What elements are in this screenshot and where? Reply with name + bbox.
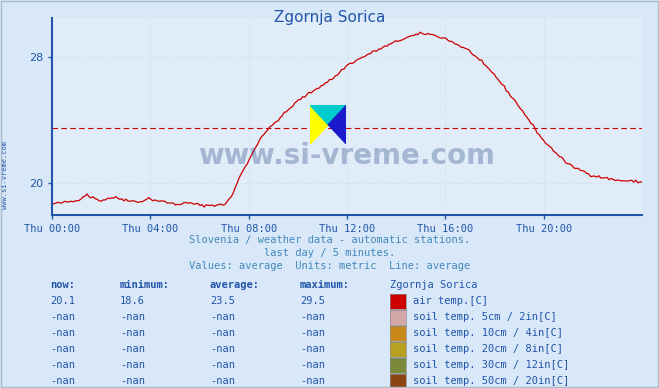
Text: www.si-vreme.com: www.si-vreme.com (2, 140, 9, 209)
Text: soil temp. 10cm / 4in[C]: soil temp. 10cm / 4in[C] (413, 328, 563, 338)
Text: -nan: -nan (120, 312, 145, 322)
Text: -nan: -nan (210, 312, 235, 322)
Text: minimum:: minimum: (120, 280, 170, 290)
Text: -nan: -nan (300, 344, 325, 354)
Text: 29.5: 29.5 (300, 296, 325, 306)
Text: soil temp. 30cm / 12in[C]: soil temp. 30cm / 12in[C] (413, 360, 569, 370)
Text: -nan: -nan (50, 360, 75, 370)
Text: -nan: -nan (50, 344, 75, 354)
Text: -nan: -nan (210, 328, 235, 338)
Text: www.si-vreme.com: www.si-vreme.com (198, 142, 496, 170)
Text: -nan: -nan (210, 376, 235, 386)
Text: Zgornja Sorica: Zgornja Sorica (273, 10, 386, 25)
Text: Slovenia / weather data - automatic stations.: Slovenia / weather data - automatic stat… (189, 235, 470, 245)
Text: -nan: -nan (50, 312, 75, 322)
Text: -nan: -nan (120, 360, 145, 370)
Text: -nan: -nan (120, 344, 145, 354)
Polygon shape (328, 105, 347, 144)
Text: soil temp. 20cm / 8in[C]: soil temp. 20cm / 8in[C] (413, 344, 563, 354)
Text: -nan: -nan (50, 376, 75, 386)
Text: -nan: -nan (300, 328, 325, 338)
Text: soil temp. 5cm / 2in[C]: soil temp. 5cm / 2in[C] (413, 312, 557, 322)
Text: soil temp. 50cm / 20in[C]: soil temp. 50cm / 20in[C] (413, 376, 569, 386)
Text: 20.1: 20.1 (50, 296, 75, 306)
Text: 23.5: 23.5 (210, 296, 235, 306)
Text: average:: average: (210, 280, 260, 290)
Polygon shape (310, 105, 328, 144)
Text: -nan: -nan (300, 312, 325, 322)
Text: Values: average  Units: metric  Line: average: Values: average Units: metric Line: aver… (189, 261, 470, 271)
Text: -nan: -nan (300, 376, 325, 386)
Text: Zgornja Sorica: Zgornja Sorica (390, 280, 478, 290)
Text: -nan: -nan (120, 328, 145, 338)
Text: last day / 5 minutes.: last day / 5 minutes. (264, 248, 395, 258)
Text: maximum:: maximum: (300, 280, 350, 290)
Text: -nan: -nan (120, 376, 145, 386)
Text: -nan: -nan (210, 360, 235, 370)
Text: -nan: -nan (210, 344, 235, 354)
Polygon shape (310, 105, 347, 125)
Text: now:: now: (50, 280, 75, 290)
Text: -nan: -nan (300, 360, 325, 370)
Text: air temp.[C]: air temp.[C] (413, 296, 488, 306)
Text: 18.6: 18.6 (120, 296, 145, 306)
Text: -nan: -nan (50, 328, 75, 338)
